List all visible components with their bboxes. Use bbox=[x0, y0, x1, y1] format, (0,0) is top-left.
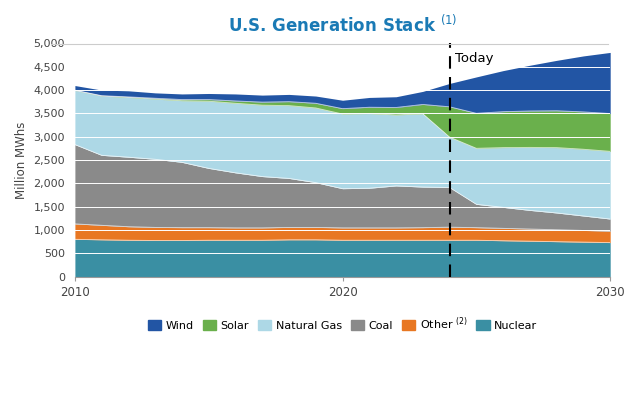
Text: Today: Today bbox=[455, 52, 493, 65]
Y-axis label: Million MWhs: Million MWhs bbox=[15, 121, 28, 199]
Title: U.S. Generation Stack $^{(1)}$: U.S. Generation Stack $^{(1)}$ bbox=[228, 15, 458, 36]
Legend: Wind, Solar, Natural Gas, Coal, Other $^{(2)}$, Nuclear: Wind, Solar, Natural Gas, Coal, Other $^… bbox=[143, 311, 541, 336]
